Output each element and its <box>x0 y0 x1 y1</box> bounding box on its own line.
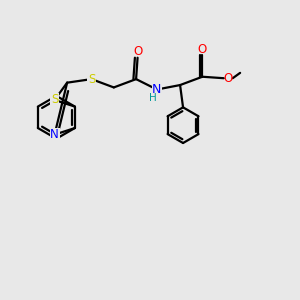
Text: N: N <box>50 128 59 141</box>
Text: O: O <box>133 45 142 58</box>
Text: O: O <box>224 72 233 85</box>
Text: S: S <box>88 73 95 85</box>
Text: S: S <box>51 94 58 106</box>
Text: H: H <box>149 93 157 103</box>
Text: N: N <box>152 83 162 96</box>
Text: O: O <box>198 43 207 56</box>
